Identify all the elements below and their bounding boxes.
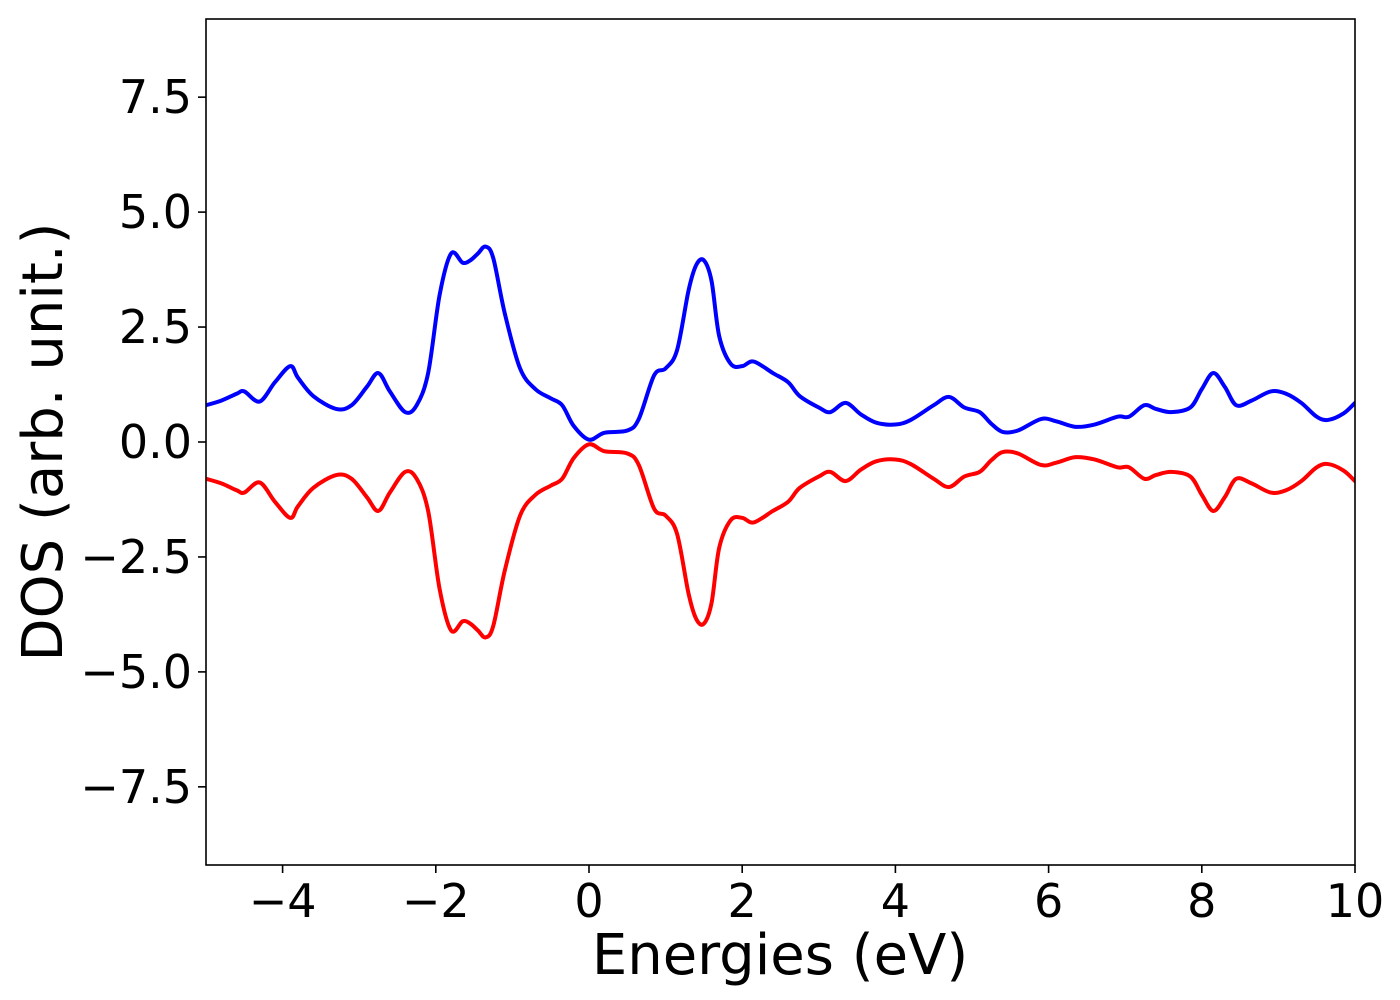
x-axis-label: Energies (eV) [592,923,968,988]
y-tick-label: 2.5 [119,300,192,354]
y-tick-label: −5.0 [80,645,192,699]
y-tick-label: 5.0 [119,185,192,239]
series-line-spin-up [206,244,1355,442]
x-tick-label: 6 [1034,874,1063,928]
series-line-spin-down [206,442,1355,640]
x-tick-label: 4 [881,874,910,928]
x-tick-label: 2 [728,874,757,928]
x-tick-label: 8 [1187,874,1216,928]
y-axis: −7.5 −5.0 −2.5 0.0 2.5 5.0 7.5 [80,70,206,814]
y-axis-label: DOS (arb. unit.) [11,222,76,661]
y-tick-label: 0.0 [119,415,192,469]
x-tick-label: −2 [402,874,470,928]
x-tick-label: 10 [1326,874,1385,928]
y-tick-label: 7.5 [119,70,192,124]
y-tick-label: −7.5 [80,760,192,814]
series-layer [206,244,1355,640]
x-tick-label: −4 [249,874,317,928]
x-tick-label: 0 [574,874,603,928]
x-axis: −4 −2 0 2 4 6 8 10 [249,865,1385,928]
y-tick-label: −2.5 [80,530,192,584]
